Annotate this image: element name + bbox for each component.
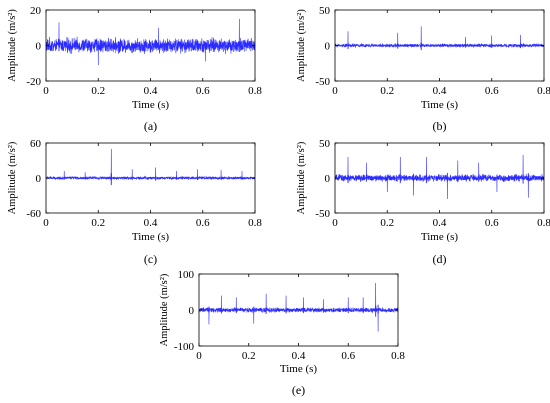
x-axis-label: Time (s): [132, 231, 170, 243]
y-tick-label: 100: [178, 269, 195, 281]
y-tick-label: 0: [325, 173, 331, 185]
y-axis-label: Amplitude (m/s²): [296, 141, 307, 214]
y-tick-label: 50: [319, 138, 331, 150]
x-tick-label: 0: [43, 85, 49, 97]
y-tick-label: 50: [319, 5, 331, 17]
x-tick-label: 0.4: [144, 217, 158, 229]
x-tick-label: 0: [332, 217, 338, 229]
panel-label: (d): [433, 252, 447, 266]
x-tick-label: 0.6: [196, 217, 210, 229]
x-tick-label: 0.8: [248, 217, 262, 229]
x-axis-label: Time (s): [421, 99, 459, 111]
y-tick-label: -50: [315, 208, 330, 220]
panel-label: (c): [144, 252, 157, 266]
x-axis-label: Time (s): [132, 99, 170, 111]
x-tick-label: 0: [332, 85, 338, 97]
x-tick-label: 0.2: [242, 350, 256, 362]
x-axis-label: Time (s): [280, 363, 318, 375]
panel-label: (b): [433, 119, 447, 133]
y-axis-label: Amplitude (m/s²): [296, 9, 307, 82]
x-tick-label: 0: [196, 350, 202, 362]
panel-label: (e): [292, 383, 305, 397]
y-axis-label: Amplitude (m/s²): [159, 273, 170, 346]
x-tick-label: 0.2: [91, 217, 105, 229]
y-tick-label: -60: [26, 208, 41, 220]
y-tick-label: 0: [189, 305, 195, 317]
x-tick-label: 0.4: [433, 217, 447, 229]
x-tick-label: 0.6: [196, 85, 210, 97]
panel-label: (a): [144, 119, 157, 133]
y-tick-label: 0: [36, 41, 42, 53]
y-tick-label: 60: [30, 138, 42, 150]
signal-trace: [46, 148, 255, 186]
y-tick-label: -100: [174, 341, 195, 353]
y-tick-label: 0: [36, 173, 42, 185]
x-tick-label: 0: [43, 217, 49, 229]
y-tick-label: -50: [315, 76, 330, 88]
x-tick-label: 0.8: [537, 85, 550, 97]
y-axis-label: Amplitude (m/s²): [7, 9, 18, 82]
x-tick-label: 0.2: [380, 85, 394, 97]
x-axis-label: Time (s): [421, 231, 459, 243]
x-tick-label: 0.4: [144, 85, 158, 97]
y-tick-label: 0: [325, 41, 331, 53]
x-tick-label: 0.2: [380, 217, 394, 229]
y-axis-label: Amplitude (m/s²): [7, 141, 18, 214]
x-tick-label: 0.4: [433, 85, 447, 97]
signal-trace: [46, 18, 255, 66]
x-tick-label: 0.8: [391, 350, 405, 362]
signal-trace: [335, 26, 544, 51]
x-tick-label: 0.6: [485, 85, 499, 97]
x-tick-label: 0.4: [292, 350, 306, 362]
y-tick-label: 20: [30, 5, 42, 17]
signal-trace: [199, 282, 398, 332]
signal-trace: [335, 154, 544, 200]
x-tick-label: 0.8: [537, 217, 550, 229]
x-tick-label: 0.6: [341, 350, 355, 362]
x-tick-label: 0.8: [248, 85, 262, 97]
x-tick-label: 0.2: [91, 85, 105, 97]
y-tick-label: -20: [26, 76, 41, 88]
x-tick-label: 0.6: [485, 217, 499, 229]
